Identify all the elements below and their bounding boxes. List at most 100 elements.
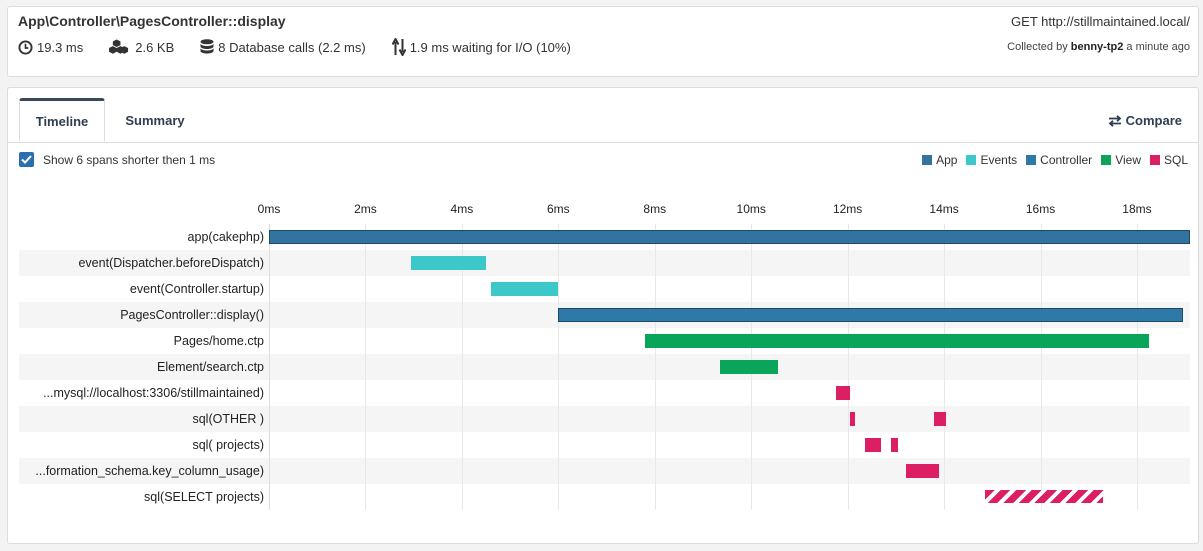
timeline-bar-app[interactable] (269, 230, 1190, 244)
row-label: PagesController::display() (120, 308, 264, 322)
gridline (847, 224, 849, 510)
timeline-row: sql( projects) (19, 432, 1190, 458)
row-label: ...mysql://localhost:3306/stillmaintaine… (43, 386, 264, 400)
legend-label: View (1115, 153, 1141, 167)
tick-label: 0ms (257, 202, 281, 216)
row-label: ...formation_schema.key_column_usage) (35, 464, 264, 478)
compare-label: Compare (1125, 113, 1182, 128)
clock-icon (18, 39, 33, 55)
legend-item-sql: SQL (1149, 153, 1188, 167)
legend-swatch (1101, 155, 1112, 165)
gridline (461, 224, 463, 510)
check-icon (21, 155, 32, 164)
legend-swatch (1149, 155, 1160, 165)
legend-item-view: View (1101, 153, 1141, 167)
memory-value: 2.6 KB (135, 39, 175, 55)
request-stats: 19.3 ms 2.6 KB 8 Database calls (2.2 ms)… (18, 38, 597, 56)
io-value: 1.9 ms waiting for I/O (10%) (409, 39, 571, 55)
timeline-row: event(Dispatcher.beforeDispatch) (19, 250, 1190, 276)
legend-swatch (1026, 155, 1037, 165)
legend-swatch (966, 155, 977, 165)
tick-label: 16ms (1025, 202, 1056, 216)
legend-item-controller: Controller (1026, 153, 1092, 167)
gridline (944, 224, 946, 510)
request-title: App\Controller\PagesController::display (18, 13, 286, 29)
timeline-row: Element/search.ctp (19, 354, 1190, 380)
database-icon (200, 39, 214, 54)
tick-label: 4ms (450, 202, 474, 216)
duration-stat: 19.3 ms (18, 40, 83, 55)
timeline-row: ...mysql://localhost:3306/stillmaintaine… (19, 380, 1190, 406)
tab-summary[interactable]: Summary (125, 112, 185, 128)
duration-value: 19.3 ms (37, 39, 84, 55)
tick-label: 2ms (354, 202, 377, 216)
row-label: Pages/home.ctp (173, 334, 264, 348)
legend-label: Events (980, 153, 1018, 167)
request-summary: App\Controller\PagesController::display … (7, 6, 1199, 77)
timeline-bar-sql[interactable] (934, 412, 947, 426)
legend-item-app: App (922, 153, 957, 167)
label-divider (269, 224, 270, 510)
timeline-bar-sql[interactable] (905, 464, 940, 478)
timeline-bar-sql[interactable] (985, 490, 1104, 503)
timeline-row: Pages/home.ctp (19, 328, 1190, 354)
timeline-bar-sql[interactable] (835, 386, 851, 400)
legend-label: Controller (1040, 153, 1093, 167)
short-spans-label: Show 6 spans shorter then 1 ms (43, 152, 216, 167)
request-url: GET http://stillmaintained.local/ (1011, 14, 1190, 29)
gridline (1040, 224, 1042, 510)
memory-stat: 2.6 KB (109, 39, 174, 55)
legend-label: SQL (1163, 153, 1188, 167)
collected-by: benny-tp2 (1070, 41, 1124, 53)
gridline (1136, 224, 1138, 510)
tick-label: 18ms (1122, 202, 1152, 216)
timeline-chart: app(cakephp) event(Dispatcher.beforeDispa… (19, 198, 1190, 510)
timeline-row: app(cakephp) (19, 224, 1190, 250)
legend: App Events Controller View SQL (913, 153, 1188, 167)
tick-label: 6ms (546, 202, 570, 216)
timeline-row: sql(SELECT projects) (19, 484, 1190, 510)
exchange-icon (1108, 114, 1121, 127)
row-label: app(cakephp) (187, 230, 264, 244)
tick-label: 14ms (929, 202, 959, 216)
short-spans-option[interactable]: Show 6 spans shorter then 1 ms (19, 152, 215, 167)
timeline-bar-sql[interactable] (864, 438, 882, 452)
io-stat: 1.9 ms waiting for I/O (10%) (391, 38, 571, 56)
timeline-bar-events[interactable] (490, 282, 559, 296)
row-label: sql(OTHER ) (192, 412, 264, 426)
timeline-bar-events[interactable] (411, 256, 486, 270)
row-label: event(Controller.startup) (129, 282, 264, 296)
legend-label: App (936, 153, 958, 167)
legend-swatch (922, 155, 933, 165)
compare-button[interactable]: Compare (1108, 113, 1182, 128)
cubes-icon (109, 39, 129, 54)
tick-label: 10ms (736, 202, 766, 216)
short-spans-checkbox[interactable] (19, 152, 34, 167)
database-value: 8 Database calls (2.2 ms) (218, 39, 366, 55)
tick-label: 12ms (832, 202, 863, 216)
profile-panel: Timeline Summary Compare Show 6 spans sh… (7, 87, 1199, 544)
gridline (654, 224, 656, 510)
collected-info: Collected by benny-tp2 a minute ago (1007, 41, 1190, 53)
tab-bar: Timeline Summary Compare (8, 88, 1198, 143)
timeline-row: sql(OTHER ) (19, 406, 1190, 432)
timeline-bar-sql[interactable] (891, 438, 899, 452)
tab-timeline[interactable]: Timeline (19, 98, 105, 142)
row-label: event(Dispatcher.beforeDispatch) (78, 256, 264, 270)
timeline-row: event(Controller.startup) (19, 276, 1190, 302)
timeline-bar-view[interactable] (645, 334, 1149, 348)
database-stat: 8 Database calls (2.2 ms) (200, 39, 366, 55)
row-label: Element/search.ctp (157, 360, 264, 374)
gridline (365, 224, 367, 510)
row-label: sql(SELECT projects) (144, 490, 264, 504)
timeline-bar-controller[interactable] (558, 308, 1183, 322)
arrows-updown-icon (391, 38, 406, 56)
timeline-row: ...formation_schema.key_column_usage) (19, 458, 1190, 484)
legend-item-events: Events (966, 153, 1017, 167)
collected-prefix: Collected by (1007, 41, 1068, 53)
row-label: sql( projects) (192, 438, 264, 452)
collected-when: a minute ago (1126, 41, 1190, 53)
tick-label: 8ms (643, 202, 667, 216)
timeline-bar-view[interactable] (719, 360, 778, 374)
timeline-bar-sql[interactable] (850, 412, 855, 426)
